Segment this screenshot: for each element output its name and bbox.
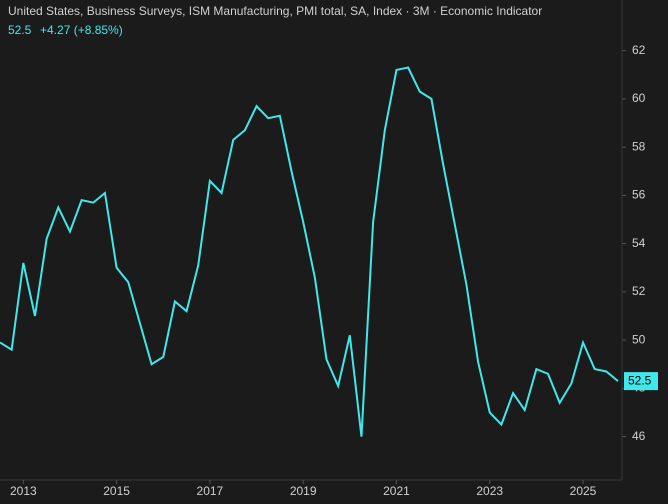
x-tick-label: 2019 bbox=[290, 484, 317, 498]
header-value: 52.5 bbox=[8, 23, 32, 37]
y-tick-label: 62 bbox=[632, 43, 646, 57]
x-tick-label: 2013 bbox=[10, 484, 37, 498]
chart-title: United States, Business Surveys, ISM Man… bbox=[8, 4, 542, 18]
x-tick-label: 2025 bbox=[570, 484, 597, 498]
x-tick-label: 2023 bbox=[476, 484, 503, 498]
last-value-label: 52.5 bbox=[628, 373, 652, 387]
x-tick-label: 2017 bbox=[197, 484, 224, 498]
header-change: +4.27 (+8.85%) bbox=[40, 23, 123, 37]
y-tick-label: 60 bbox=[632, 91, 646, 105]
y-tick-label: 58 bbox=[632, 139, 646, 153]
y-tick-label: 56 bbox=[632, 188, 646, 202]
y-tick-label: 50 bbox=[632, 332, 646, 346]
x-tick-label: 2015 bbox=[103, 484, 130, 498]
y-tick-label: 52 bbox=[632, 284, 646, 298]
y-tick-label: 54 bbox=[632, 236, 646, 250]
last-value-box bbox=[624, 372, 658, 391]
y-tick-label: 46 bbox=[632, 429, 646, 443]
x-tick-label: 2021 bbox=[383, 484, 410, 498]
data-line bbox=[0, 66, 619, 437]
